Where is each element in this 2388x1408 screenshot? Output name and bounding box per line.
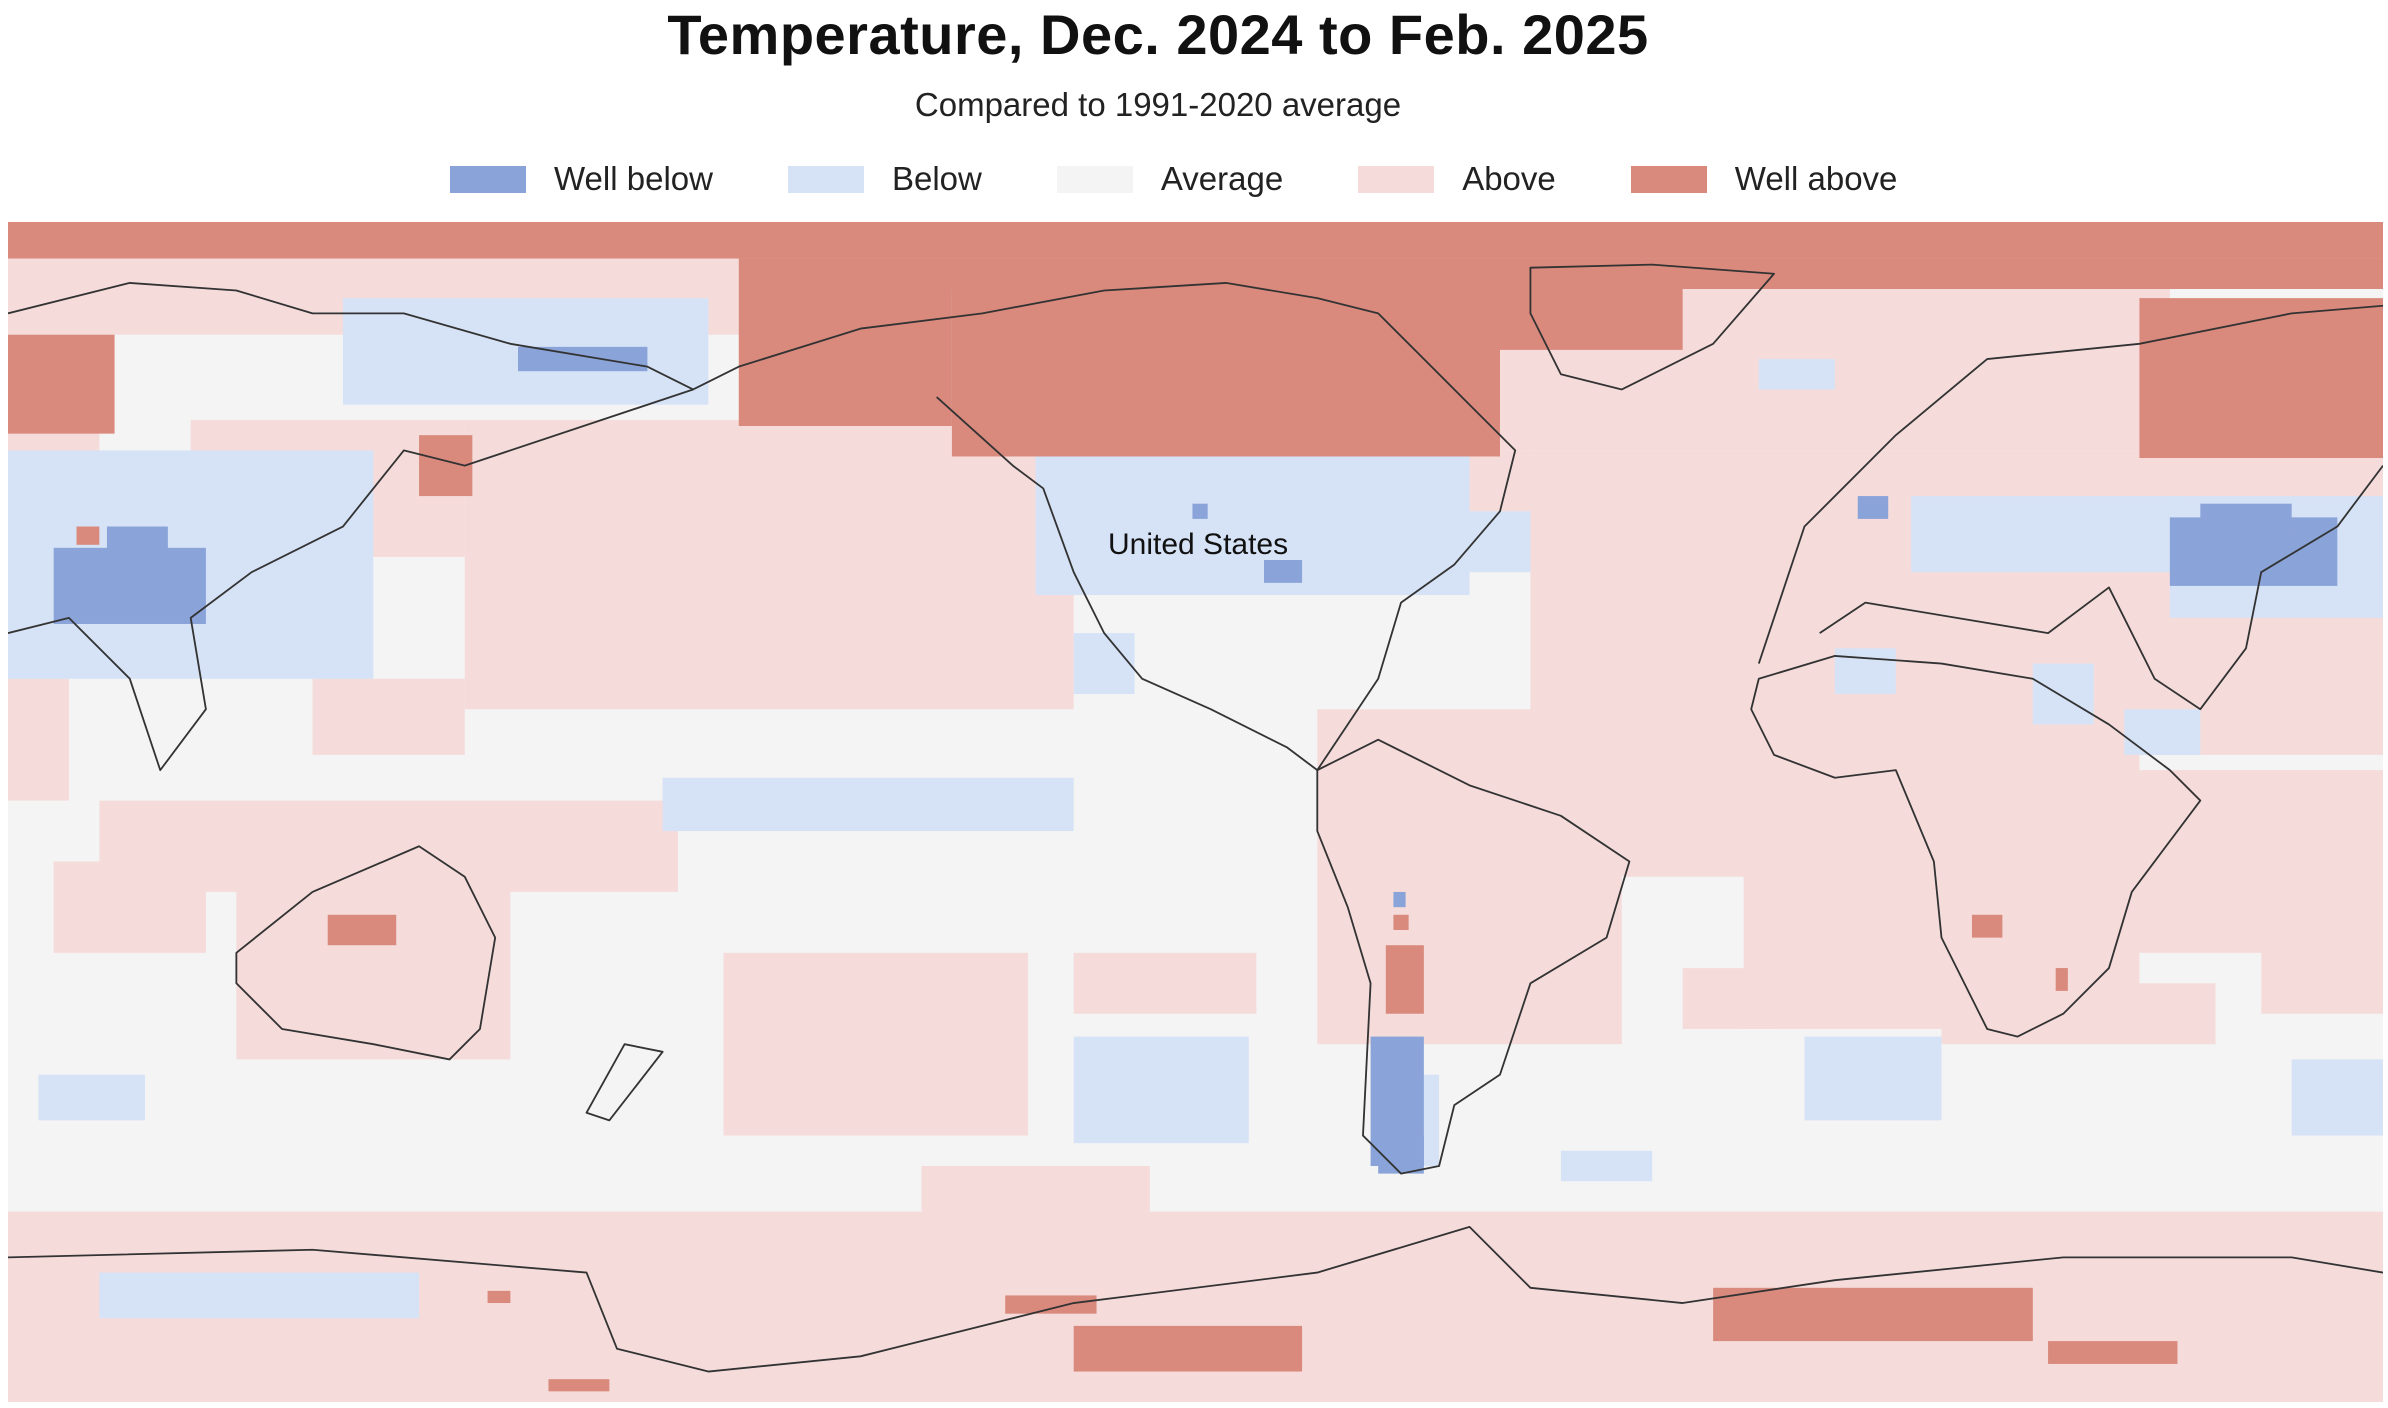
- anomaly-cells: [8, 222, 2383, 1402]
- coastline: [8, 281, 695, 772]
- anomaly-cell: [1439, 511, 1531, 573]
- legend-item-well-below: Well below: [450, 160, 713, 198]
- anomaly-cell: [1073, 1325, 1303, 1372]
- anomaly-cell: [2032, 663, 2094, 725]
- coastline: [585, 1043, 664, 1122]
- anomaly-cell: [1499, 288, 1683, 350]
- anomaly-cell: [2200, 503, 2292, 535]
- legend-label: Well above: [1734, 160, 1898, 197]
- coastline: [692, 281, 1517, 772]
- anomaly-cell: [1073, 952, 1257, 1014]
- anomaly-cell: [1378, 1135, 1424, 1174]
- anomaly-cell: [1035, 450, 1470, 596]
- legend-swatch: [1630, 165, 1707, 193]
- coastlines: [8, 263, 2383, 1373]
- chart-title: Temperature, Dec. 2024 to Feb. 2025: [667, 3, 1649, 66]
- anomaly-cell: [1804, 1036, 1942, 1121]
- anomaly-cell: [738, 288, 952, 427]
- anomaly-cell: [495, 602, 876, 694]
- legend-label: Average: [1160, 160, 1284, 197]
- anomaly-cell: [1393, 891, 1406, 908]
- anomaly-cell: [2261, 861, 2383, 1014]
- anomaly-cell: [2048, 1341, 2178, 1364]
- anomaly-cell: [38, 1074, 146, 1121]
- legend-item-above: Above: [1358, 160, 1556, 198]
- chart-subtitle: Compared to 1991-2020 average: [914, 86, 1402, 123]
- legend-swatch: [450, 165, 526, 193]
- anomaly-cell: [236, 861, 511, 1060]
- anomaly-cell: [662, 777, 1074, 832]
- legend: Well below Below Average Above Well abov…: [450, 160, 1972, 198]
- legend-swatch: [1056, 165, 1133, 193]
- anomaly-cell: [1192, 503, 1208, 519]
- legend-item-well-above: Well above: [1630, 160, 1898, 198]
- anomaly-cell: [518, 346, 648, 372]
- anomaly-cell: [1834, 648, 1896, 694]
- anomaly-cell: [1743, 587, 2140, 1029]
- anomaly-cell: [106, 526, 168, 573]
- anomaly-cell: [312, 678, 465, 755]
- anomaly-cell: [1857, 496, 1889, 519]
- anomaly-cell: [921, 1166, 1150, 1227]
- anomaly-cell: [2291, 1059, 2383, 1136]
- anomaly-cell: [99, 1272, 420, 1319]
- anomaly-cell: [327, 914, 397, 946]
- anomaly-cell: [738, 258, 2383, 289]
- legend-swatch: [787, 165, 864, 193]
- anomaly-cell: [99, 800, 678, 892]
- anomaly-cell: [1560, 1150, 1653, 1182]
- legend-item-average: Average: [1056, 160, 1284, 198]
- coastline: [1757, 304, 2383, 711]
- anomaly-cell: [1073, 1036, 1249, 1144]
- coastline: [8, 1225, 2383, 1373]
- anomaly-cell: [8, 678, 69, 801]
- anomaly-cell: [1682, 968, 1775, 1029]
- legend-item-below: Below: [787, 160, 982, 198]
- anomaly-cell: [487, 1290, 511, 1304]
- map-svg: [8, 222, 2383, 1402]
- anomaly-cell: [1971, 914, 2003, 938]
- coastline: [235, 845, 497, 1061]
- anomaly-cell: [1758, 359, 1835, 390]
- legend-label: Above: [1462, 160, 1556, 197]
- anomaly-cell: [951, 288, 1500, 457]
- anomaly-cell: [1682, 678, 1805, 755]
- anomaly-cell: [2124, 709, 2201, 755]
- anomaly-cell: [8, 222, 2383, 259]
- anomaly-cell: [1317, 709, 1622, 1045]
- anomaly-cell: [723, 952, 1029, 1136]
- temperature-anomaly-map: [8, 222, 2383, 1402]
- anomaly-cell: [1393, 914, 1409, 930]
- coastline: [1750, 655, 2202, 1038]
- anomaly-cell: [1073, 633, 1135, 694]
- legend-label: Well below: [554, 160, 713, 197]
- anomaly-cell: [76, 526, 100, 545]
- anomaly-cell: [2139, 298, 2383, 458]
- anomaly-cell: [1911, 496, 2186, 573]
- anomaly-cell: [1713, 1287, 2033, 1342]
- anomaly-cell: [548, 1379, 610, 1392]
- coastline: [1316, 738, 1631, 1175]
- legend-label: Below: [891, 160, 982, 197]
- anomaly-cell: [1941, 983, 2216, 1045]
- anomaly-cell: [1005, 1295, 1097, 1314]
- anomaly-cell: [1385, 945, 1424, 1014]
- legend-swatch: [1358, 165, 1435, 193]
- anomaly-cell: [8, 334, 115, 434]
- coastline: [1529, 263, 1775, 391]
- map-label-united-states: United States: [1108, 528, 1289, 561]
- anomaly-cell: [2055, 968, 2068, 991]
- anomaly-cell: [1264, 560, 1303, 583]
